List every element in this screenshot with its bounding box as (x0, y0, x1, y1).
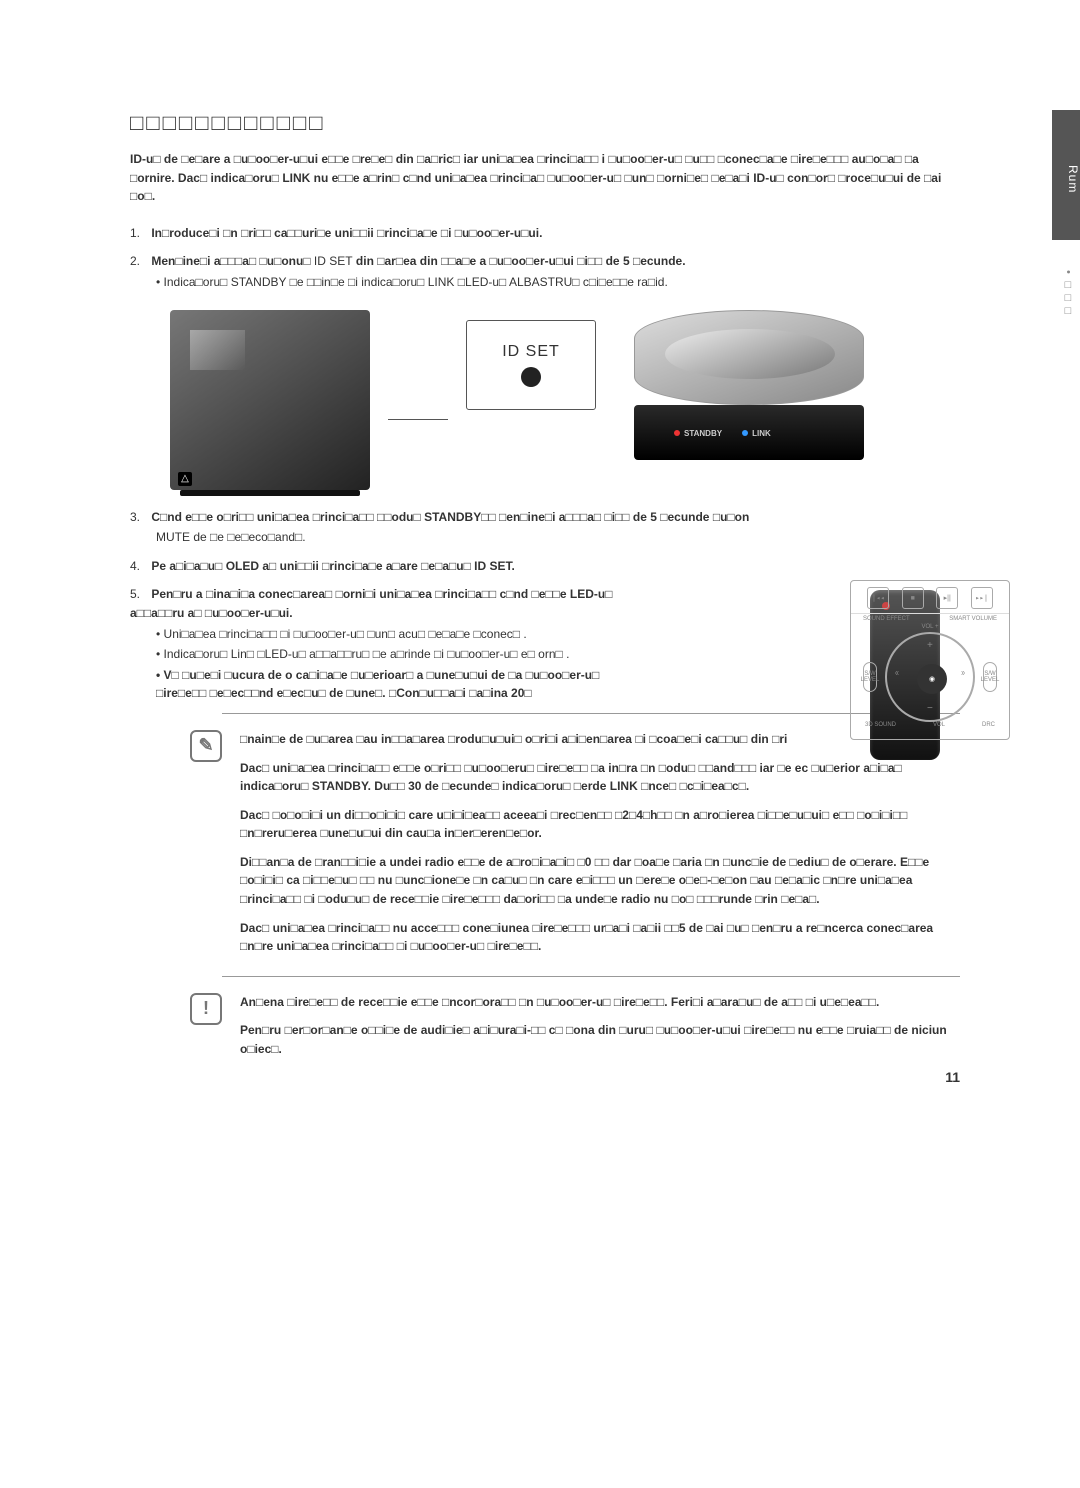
divider (222, 976, 960, 977)
vol-up-label: VOL + (851, 624, 1009, 630)
vol-label: VOL (933, 722, 945, 728)
next-track-icon: ▸▸| (971, 587, 993, 609)
step-1-text: In□roduce□i □n □ri□□ ca□□uri□e uni□□ii □… (151, 226, 542, 240)
step-3b: MUTE de □e □e□eco□and□. (156, 530, 306, 544)
step-number: 3. (130, 508, 148, 527)
chevron-left-icon: « (895, 669, 899, 679)
tv-illustration: △ (170, 310, 370, 490)
idset-callout: ID SET (466, 320, 596, 410)
intro-paragraph: ID-u□ de □e□are a □u□oo□er-u□ui e□□e □re… (130, 150, 960, 206)
step-5d: • V□ □u□e□i □ucura de o ca□i□a□e □u□erio… (130, 666, 650, 703)
warn-2: Pen□ru □er□or□an□e o□□i□e de audi□ie□ a□… (240, 1021, 960, 1058)
warning-icon: △ (178, 472, 192, 486)
subwoofer-base: STANDBY LINK (634, 405, 864, 460)
diagram-row: △ ID SET STANDBY LINK (170, 310, 960, 490)
warn-1: An□ena □ire□e□□ de rece□□ie e□□e □ncor□o… (240, 993, 960, 1012)
step-2a: Men□ine□i a□□□a□ □u□onu□ (151, 254, 314, 268)
idset-label: ID SET (502, 343, 560, 361)
step-number: 1. (130, 224, 148, 243)
step-2b: din □ar□ea din □□a□e a □u□oo□er-u□ui □i□… (353, 254, 686, 268)
subwoofer-top (634, 310, 864, 405)
sound-effect-label: SOUND EFFECT (863, 616, 910, 622)
step-number: 2. (130, 252, 148, 271)
note-4: Di□□an□a de □ran□□i□ie a undei radio e□□… (240, 853, 960, 909)
step-4: 4. Pe a□i□a□u□ OLED a□ uni□□ii □rinci□a□… (130, 557, 960, 576)
stop-icon: ■ (902, 587, 924, 609)
note-5: Dac□ uni□a□ea □rinci□a□□ nu acce□□□ cone… (240, 919, 960, 956)
step-number: 5. (130, 585, 148, 604)
step-5b: • Uni□a□ea □rinci□a□□ □i □u□oo□er-u□ □un… (130, 625, 650, 644)
step-3a: C□nd e□□e o□ri□□ uni□a□ea □rinci□a□□ □□o… (151, 510, 749, 524)
step-5: 5. Pen□ru a □ina□i□a conec□area□ □orni□i… (130, 585, 650, 703)
smart-volume-label: SMART VOLUME (949, 616, 997, 622)
step-4-text: Pe a□i□a□u□ OLED a□ uni□□ii □rinci□a□e a… (151, 559, 515, 573)
step-1: 1. In□roduce□i □n □ri□□ ca□□uri□e uni□□i… (130, 224, 960, 243)
step-number: 4. (130, 557, 148, 576)
sw-level-right: S/W LEVEL (983, 662, 997, 692)
note-2: Dac□ uni□a□ea □rinci□a□□ e□□e o□ri□□ □u□… (240, 759, 960, 796)
leader-line (388, 419, 448, 420)
3d-sound-label: 3D SOUND (865, 722, 896, 728)
warning-block: ! An□ena □ire□e□□ de rece□□ie e□□e □ncor… (130, 993, 960, 1069)
prev-track-icon: |◂◂ (867, 587, 889, 609)
page-title: □□□□□□□□□□□□ (130, 110, 960, 136)
chevron-right-icon: » (961, 669, 965, 679)
step-2c: • Indica□oru□ STANDBY □e □□in□e □i indic… (130, 273, 960, 292)
note-icon: ✎ (190, 730, 222, 762)
side-tab: Rum (1052, 110, 1080, 240)
tv-base (180, 490, 360, 496)
steps-list-2: 3. C□nd e□□e o□ri□□ uni□a□ea □rinci□a□□ … (130, 508, 960, 703)
play-pause-icon: ▸|| (936, 587, 958, 609)
control-panel-illustration: |◂◂ ■ ▸|| ▸▸| SOUND EFFECT SMART VOLUME … (850, 580, 1010, 740)
caution-icon: ! (190, 993, 222, 1025)
step-5c: • Indica□oru□ Lin□ □LED-u□ a□□a□□ru□ □e … (130, 645, 650, 664)
note-block: ✎ □nain□e de □u□area □au in□□a□area □rod… (130, 730, 960, 966)
step-2: 2. Men□ine□i a□□□a□ □u□onu□ ID SET din □… (130, 252, 960, 291)
step-5a: Pen□ru a □ina□i□a conec□area□ □orni□i un… (130, 587, 613, 620)
dpad-center-icon: ◉ (917, 664, 947, 694)
page-number: 11 (945, 1069, 960, 1085)
sw-level-left: S/W LEVEL (863, 662, 877, 692)
standby-led-label: STANDBY (684, 429, 722, 438)
step-3: 3. C□nd e□□e o□ri□□ uni□a□ea □rinci□a□□ … (130, 508, 960, 547)
link-led-label: LINK (752, 429, 771, 438)
note-3: Dac□ □o□o□i□i un di□□o□i□i□ care u□i□i□e… (240, 806, 960, 843)
subwoofer-illustration: STANDBY LINK (634, 310, 864, 460)
steps-list: 1. In□roduce□i □n □ri□□ ca□□uri□e uni□□i… (130, 224, 960, 292)
side-section-label: • □□□ (1062, 270, 1074, 318)
step-2-idset: ID SET (314, 254, 353, 268)
idset-button-icon (521, 367, 541, 387)
drc-label: DRC (982, 722, 995, 728)
